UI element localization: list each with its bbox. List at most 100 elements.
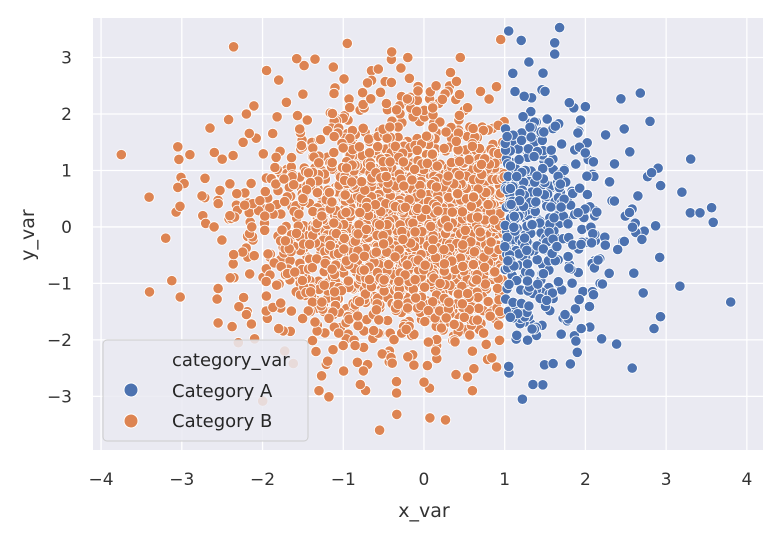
data-point-category-a <box>501 131 513 143</box>
data-point-category-b <box>340 206 352 218</box>
data-point-category-b <box>388 334 400 346</box>
data-point-category-b <box>419 315 431 328</box>
data-point-category-b <box>421 359 433 372</box>
x-tick-label: −1 <box>331 470 356 490</box>
data-point-category-b <box>341 37 353 50</box>
data-point-category-b <box>393 275 405 287</box>
data-point-category-a <box>527 378 539 391</box>
data-point-category-b <box>386 357 398 369</box>
data-point-category-a <box>545 201 557 213</box>
data-point-category-b <box>326 157 338 169</box>
data-point-category-b <box>260 290 272 302</box>
data-point-category-a <box>511 329 523 341</box>
data-point-category-b <box>303 238 316 250</box>
data-point-category-a <box>570 335 582 347</box>
data-point-category-a <box>573 293 585 306</box>
data-point-category-b <box>480 338 492 350</box>
data-point-category-b <box>439 414 452 426</box>
data-point-category-b <box>295 139 307 152</box>
data-point-category-b <box>143 191 155 203</box>
data-point-category-b <box>380 97 392 110</box>
data-point-category-b <box>358 264 370 276</box>
data-point-category-a <box>676 186 688 198</box>
data-point-category-b <box>294 123 306 135</box>
data-point-category-b <box>353 296 366 308</box>
data-point-category-b <box>377 238 390 250</box>
data-point-category-b <box>204 122 216 134</box>
data-point-category-a <box>523 300 535 312</box>
data-point-category-b <box>420 204 432 216</box>
data-point-category-b <box>401 93 413 105</box>
data-point-category-a <box>618 235 630 247</box>
data-point-category-b <box>355 176 368 188</box>
data-point-category-b <box>466 345 478 357</box>
data-point-category-a <box>685 153 697 165</box>
data-point-category-b <box>453 88 466 101</box>
data-point-category-b <box>385 76 397 89</box>
data-point-category-a <box>532 278 544 290</box>
data-point-category-b <box>226 320 238 333</box>
data-point-category-b <box>411 144 423 156</box>
data-point-category-b <box>328 130 340 143</box>
data-point-category-b <box>245 177 257 189</box>
data-point-category-b <box>395 62 407 74</box>
data-point-category-b <box>442 221 454 233</box>
data-point-category-a <box>511 171 523 183</box>
data-point-category-b <box>166 275 178 287</box>
data-point-category-b <box>418 281 431 293</box>
data-point-category-b <box>224 210 236 222</box>
data-point-category-b <box>313 157 325 169</box>
x-tick-label: 2 <box>580 470 591 490</box>
data-point-category-b <box>260 275 272 288</box>
data-point-category-b <box>240 308 252 321</box>
data-point-category-a <box>513 154 525 166</box>
data-point-category-b <box>477 327 490 339</box>
data-point-category-a <box>572 127 584 139</box>
data-point-category-b <box>357 122 369 134</box>
data-point-category-b <box>357 98 369 111</box>
data-point-category-a <box>525 131 537 143</box>
data-point-category-b <box>338 243 350 255</box>
data-point-category-a <box>547 357 559 370</box>
data-point-category-a <box>603 176 616 188</box>
data-point-category-b <box>444 66 457 79</box>
data-point-category-b <box>310 345 322 358</box>
data-point-category-b <box>323 391 335 403</box>
data-point-category-a <box>508 221 520 233</box>
data-point-category-b <box>398 180 410 192</box>
data-point-category-b <box>438 142 450 154</box>
data-point-category-b <box>402 51 414 64</box>
data-point-category-b <box>238 291 250 304</box>
data-point-category-a <box>503 360 515 372</box>
data-point-category-b <box>360 223 373 235</box>
data-point-category-b <box>259 210 271 222</box>
data-point-category-b <box>216 234 228 246</box>
data-point-category-a <box>538 126 550 138</box>
y-tick-label: −3 <box>47 387 72 407</box>
data-point-category-b <box>237 136 249 148</box>
legend-label-category-a: Category A <box>172 381 273 402</box>
data-point-category-b <box>408 163 421 175</box>
data-point-category-b <box>397 233 409 245</box>
data-point-category-b <box>466 385 478 397</box>
data-point-category-a <box>644 115 656 127</box>
data-point-category-b <box>354 207 366 219</box>
data-point-category-a <box>623 206 636 219</box>
data-point-category-b <box>267 127 279 140</box>
data-point-category-b <box>269 161 281 174</box>
data-point-category-b <box>326 196 338 208</box>
data-point-category-a <box>518 90 530 102</box>
data-point-category-b <box>452 288 464 300</box>
data-point-category-b <box>368 324 380 337</box>
data-point-category-b <box>271 279 283 291</box>
data-point-category-a <box>591 206 603 218</box>
data-point-category-a <box>571 346 583 358</box>
data-point-category-a <box>518 232 531 244</box>
data-point-category-b <box>211 293 223 305</box>
data-point-category-b <box>298 59 310 72</box>
data-point-category-a <box>599 129 612 141</box>
data-point-category-b <box>344 132 356 144</box>
data-point-category-b <box>316 296 328 308</box>
data-point-category-b <box>318 279 330 291</box>
data-point-category-b <box>463 154 475 166</box>
